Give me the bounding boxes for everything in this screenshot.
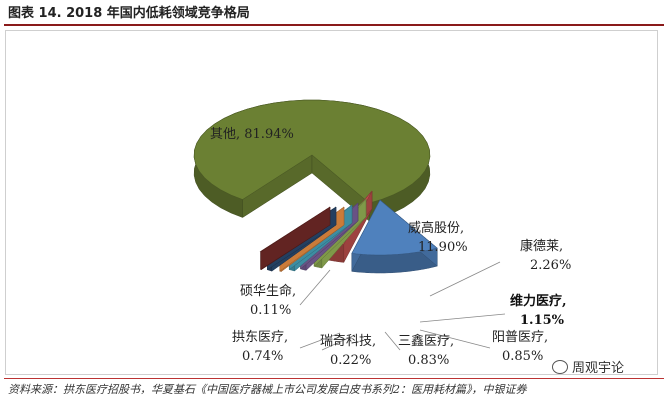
wechat-icon: [552, 359, 568, 374]
pie-slice-top: [351, 199, 438, 256]
pie-slice-2: [351, 199, 438, 274]
slice-value-label: 0.74%: [242, 349, 283, 364]
slice-value-label: 11.90%: [418, 240, 468, 255]
leader-line: [419, 313, 506, 323]
leader-line: [419, 329, 491, 349]
leader-line: [429, 261, 501, 297]
slice-value-label: 2.26%: [530, 258, 571, 273]
slice-label: 威高股份,: [408, 220, 464, 236]
leader-line: [321, 334, 356, 351]
pie-slice-1: [193, 99, 431, 222]
slice-label: 三鑫医疗,: [398, 333, 454, 349]
watermark: 周观宇论: [552, 357, 624, 376]
slice-value-label: 0.22%: [330, 353, 371, 368]
slice-label: 瑞奇科技,: [320, 333, 376, 349]
leader-line: [384, 331, 401, 351]
slice-value-label: 0.85%: [502, 349, 543, 364]
slice-value-label: 0.11%: [250, 303, 291, 318]
source-note: 资料来源：拱东医疗招股书，华夏基石《中国医疗器械上市公司发展白皮书系列2：医用耗…: [8, 383, 527, 396]
slice-value-label: 0.83%: [408, 353, 449, 368]
slice-label: 拱东医疗,: [232, 330, 288, 345]
leader-line: [299, 332, 341, 349]
slice-label: 康德莱,: [520, 238, 563, 254]
chart-frame: [5, 30, 658, 375]
slice-label: 阳普医疗,: [492, 330, 548, 345]
pie-slice-9: [259, 206, 331, 271]
pie-slice-top: [259, 206, 331, 252]
leader-line: [299, 269, 331, 306]
slice-label: 其他, 81.94%: [210, 127, 294, 142]
title-divider: [4, 24, 664, 26]
source-divider: [4, 378, 664, 379]
watermark-text: 周观宇论: [572, 361, 625, 376]
slice-value-label: 1.15%: [520, 313, 565, 328]
slice-label: 维力医疗,: [510, 293, 567, 309]
pie-slice-top: [193, 99, 431, 204]
chart-title: 图表 14. 2018 年国内低耗领域竞争格局: [8, 6, 250, 21]
slice-label: 硕华生命,: [240, 283, 296, 299]
